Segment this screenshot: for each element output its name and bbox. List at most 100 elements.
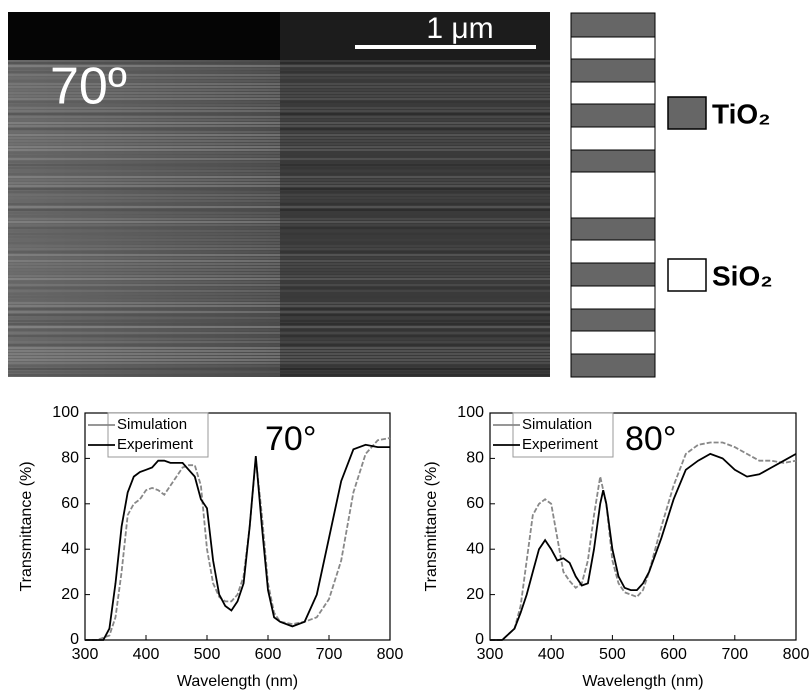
- texture: [8, 104, 280, 106]
- texture: [8, 254, 280, 256]
- texture: [8, 146, 280, 148]
- texture: [280, 140, 550, 142]
- texture: [280, 146, 550, 148]
- texture: [8, 344, 280, 346]
- legend-label: TiO₂: [712, 98, 771, 129]
- texture: [8, 158, 280, 160]
- texture: [8, 95, 280, 97]
- legend-box: [512, 412, 614, 458]
- x-tick-label: 600: [660, 646, 687, 663]
- texture: [280, 101, 550, 103]
- texture: [280, 128, 550, 130]
- texture: [280, 98, 550, 100]
- layer: [570, 12, 656, 38]
- texture: [280, 230, 550, 232]
- legend-swatch: [667, 258, 707, 292]
- texture: [8, 176, 280, 178]
- texture: [280, 302, 550, 304]
- layer: [570, 171, 656, 219]
- texture: [280, 86, 550, 88]
- texture: [8, 338, 280, 340]
- texture: [8, 203, 280, 205]
- texture: [280, 194, 550, 196]
- texture: [8, 125, 280, 127]
- texture: [280, 83, 550, 85]
- layer: [570, 239, 656, 264]
- texture: [280, 317, 550, 319]
- plot-frame: [489, 412, 797, 641]
- texture: [8, 131, 280, 133]
- texture: [280, 272, 550, 274]
- texture: [8, 314, 280, 316]
- texture: [280, 203, 550, 205]
- texture: [280, 152, 550, 154]
- y-tick-label: 20: [61, 586, 79, 603]
- texture: [280, 110, 550, 112]
- texture: [8, 233, 280, 235]
- texture: [8, 170, 280, 172]
- texture: [280, 80, 550, 82]
- texture: [280, 338, 550, 340]
- texture: [8, 272, 280, 274]
- texture: [280, 266, 550, 268]
- texture: [280, 299, 550, 301]
- layer: [570, 217, 656, 241]
- series-line: [85, 437, 391, 641]
- texture: [8, 362, 280, 364]
- texture: [280, 359, 550, 361]
- y-tick-label: 100: [457, 404, 484, 421]
- texture: [280, 248, 550, 250]
- texture: [280, 182, 550, 184]
- texture: [280, 254, 550, 256]
- texture: [8, 359, 280, 361]
- texture: [280, 176, 550, 178]
- texture: [280, 191, 550, 193]
- texture: [8, 311, 280, 313]
- texture: [8, 164, 280, 166]
- texture: [280, 362, 550, 364]
- texture: [8, 323, 280, 325]
- y-axis-label: Transmittance (%): [18, 461, 35, 591]
- layer: [570, 353, 656, 378]
- texture: [8, 305, 280, 307]
- series-line: [490, 441, 797, 641]
- texture: [280, 104, 550, 106]
- texture: [8, 236, 280, 238]
- texture: [8, 101, 280, 103]
- texture: [8, 182, 280, 184]
- texture: [280, 65, 550, 67]
- layer: [570, 285, 656, 310]
- texture: [280, 158, 550, 160]
- texture: [8, 353, 280, 355]
- texture: [280, 371, 550, 373]
- texture: [280, 197, 550, 199]
- texture: [8, 293, 280, 295]
- texture: [8, 290, 280, 292]
- texture: [8, 266, 280, 268]
- texture: [8, 140, 280, 142]
- texture: [8, 92, 280, 94]
- layer: [570, 330, 656, 355]
- layer: [570, 103, 656, 128]
- texture: [8, 119, 280, 121]
- y-axis-label: Transmittance (%): [423, 461, 440, 591]
- texture: [280, 62, 550, 64]
- x-tick-label: 800: [783, 646, 810, 663]
- texture: [8, 227, 280, 229]
- texture: [8, 335, 280, 337]
- texture: [8, 251, 280, 253]
- texture: [280, 257, 550, 259]
- texture: [8, 143, 280, 145]
- y-tick-label: 100: [52, 404, 79, 421]
- texture: [280, 311, 550, 313]
- texture: [8, 152, 280, 154]
- texture: [8, 197, 280, 199]
- x-tick-label: 500: [599, 646, 626, 663]
- texture: [8, 317, 280, 319]
- texture: [280, 218, 550, 220]
- texture: [8, 149, 280, 151]
- texture: [280, 89, 550, 91]
- texture: [8, 128, 280, 130]
- x-tick-label: 400: [133, 646, 160, 663]
- x-axis-label: Wavelength (nm): [177, 673, 298, 690]
